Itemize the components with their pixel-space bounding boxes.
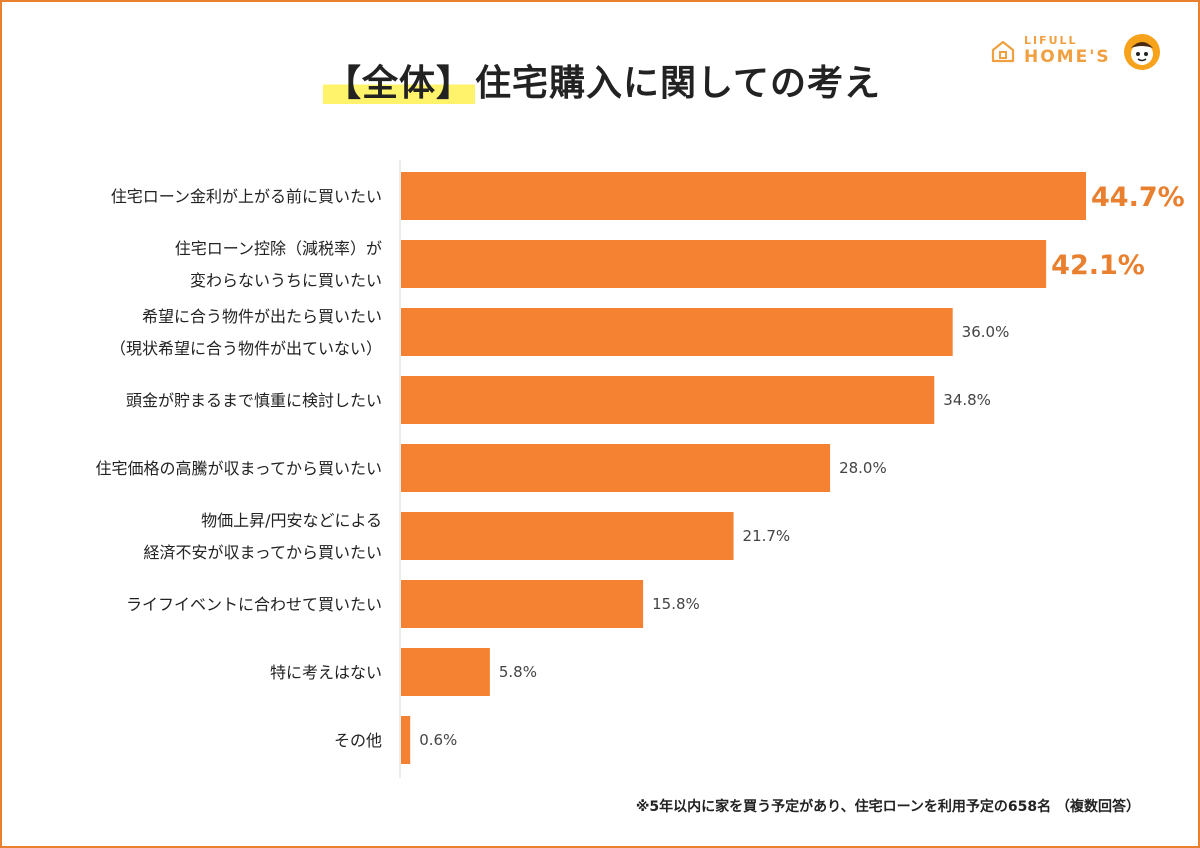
category-label-7: 特に考えはない (270, 663, 382, 682)
category-label-3: 頭金が貯まるまで慎重に検討したい (126, 391, 382, 410)
value-label-5: 21.7% (743, 527, 791, 545)
value-label-7: 5.8% (499, 663, 537, 681)
category-label-5-line-1: 経済不安が収まってから買いたい (143, 543, 382, 562)
page-title: 【全体】住宅購入に関しての考え (2, 54, 1200, 106)
bar-0 (401, 172, 1086, 220)
category-label-1-line-0: 住宅ローン控除（減税率）が (175, 239, 382, 258)
category-label-2-line-0: 希望に合う物件が出たら買いたい (142, 307, 382, 326)
bar-4 (401, 444, 831, 492)
bar-7 (401, 648, 490, 696)
category-label-1-line-1: 変わらないうちに買いたい (190, 271, 382, 290)
title-text: 住宅購入に関しての考え (475, 63, 881, 104)
bar-5 (401, 512, 734, 560)
value-label-3: 34.8% (943, 391, 991, 409)
value-label-4: 28.0% (839, 459, 887, 477)
bar-2 (401, 308, 953, 356)
footnote: ※5年以内に家を買う予定があり、住宅ローンを利用予定の658名 （複数回答） (635, 799, 1140, 815)
category-label-6: ライフイベントに合わせて買いたい (126, 595, 382, 614)
logo-word-main: HOME'S (1024, 47, 1111, 67)
category-label-2-line-1: （現状希望に合う物件が出ていない） (110, 339, 382, 358)
value-label-1: 42.1% (1051, 250, 1145, 281)
value-label-0: 44.7% (1091, 182, 1185, 213)
mascot-icon (1124, 34, 1160, 70)
category-label-4: 住宅価格の高騰が収まってから買いたい (95, 459, 382, 478)
value-label-2: 36.0% (962, 323, 1010, 341)
house-icon (991, 40, 1015, 63)
title-highlight: 【全体】 (323, 63, 476, 104)
logo-word-top: LIFULL (1024, 34, 1078, 47)
category-label-8: その他 (334, 731, 382, 750)
value-label-6: 15.8% (652, 595, 700, 613)
value-label-8: 0.6% (419, 731, 457, 749)
bar-8 (401, 716, 411, 764)
bar-3 (401, 376, 935, 424)
bar-1 (401, 240, 1047, 288)
category-label-5-line-0: 物価上昇/円安などによる (201, 511, 382, 530)
category-label-0: 住宅ローン金利が上がる前に買いたい (111, 187, 382, 206)
bar-6 (401, 580, 644, 628)
brand-logo: LIFULL HOME'S (988, 32, 1168, 72)
